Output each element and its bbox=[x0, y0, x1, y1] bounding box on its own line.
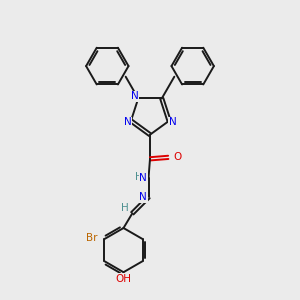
Text: N: N bbox=[139, 192, 147, 202]
Text: O: O bbox=[174, 152, 182, 162]
Text: H: H bbox=[121, 203, 129, 213]
Text: H: H bbox=[135, 172, 143, 182]
Text: N: N bbox=[124, 117, 131, 127]
Text: OH: OH bbox=[116, 274, 131, 284]
Text: N: N bbox=[131, 91, 139, 101]
Text: Br: Br bbox=[86, 232, 98, 243]
Text: N: N bbox=[139, 173, 147, 183]
Text: N: N bbox=[169, 117, 176, 127]
